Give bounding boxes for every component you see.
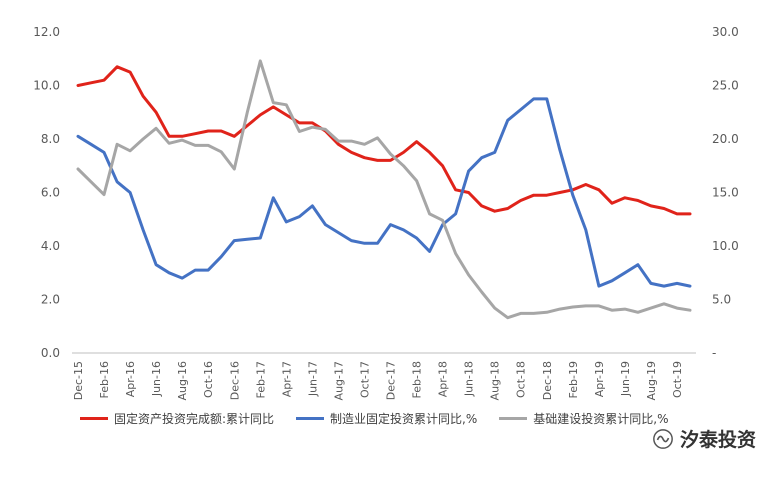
x-tick-label: Oct-19 [671,361,684,398]
chart: 0.0 2.0 4.0 6.0 8.0 10.0 12.0 - 5.0 10.0 15.0 20.0… [33,25,739,400]
x-tick-label: Aug-19 [645,361,658,400]
y-right-tick-label: - [712,346,716,360]
x-tick-label: Oct-17 [358,361,371,398]
x-tick-label: Dec-16 [228,361,241,400]
x-tick-label: Aug-17 [332,361,345,400]
x-tick-label: Dec-18 [541,361,554,400]
legend-item-infrastructure: 基础建设投资累计同比,% [499,410,668,427]
y-left-tick-label: 2.0 [41,293,60,307]
wechat-channel-icon [653,428,673,449]
x-tick-label: Aug-16 [176,361,189,400]
watermark: 汐泰投资 [652,425,756,452]
legend-label: 固定资产投资完成额:累计同比 [114,412,275,426]
x-tick-label: Apr-17 [280,361,293,397]
x-tick-label: Feb-16 [98,361,111,398]
x-tick-label: Apr-19 [593,361,606,397]
x-tick-label: Apr-16 [124,361,137,397]
y-right-tick-label: 5.0 [712,293,731,307]
y-right-tick-label: 25.0 [712,79,739,93]
legend-swatch [499,417,528,420]
series-line-1 [76,97,692,288]
x-axis: Dec-15 Feb-16 Apr-16 Jun-16 Aug-16 Oct-16 Dec-… [72,361,684,400]
y-axis-right: - 5.0 10.0 15.0 20.0 25.0 30.0 [712,25,739,360]
y-axis-left: 0.0 2.0 4.0 6.0 8.0 10.0 12.0 [33,25,60,360]
x-tick-label: Jun-16 [150,361,163,397]
y-right-tick-label: 30.0 [712,25,739,39]
legend-swatch [80,417,108,420]
y-left-tick-label: 0.0 [41,346,60,360]
series-line-2 [76,59,692,320]
legend-label: 制造业固定投资累计同比,% [330,412,478,426]
y-left-tick-label: 10.0 [33,79,60,93]
legend-label: 基础建设投资累计同比,% [533,412,669,426]
x-tick-label: Jun-19 [619,361,632,397]
x-tick-label: Oct-18 [515,361,528,398]
legend-item-fixed-asset: 固定资产投资完成额:累计同比 [80,410,274,427]
series-lines [76,59,692,320]
y-left-tick-label: 8.0 [41,132,60,146]
x-tick-label: Oct-16 [202,361,215,398]
x-tick-label: Jun-18 [463,361,476,397]
x-tick-label: Feb-17 [254,361,267,398]
legend-item-manufacturing: 制造业固定投资累计同比,% [296,410,477,427]
x-tick-label: Jun-17 [306,361,319,397]
y-right-tick-label: 15.0 [712,186,739,200]
x-tick-label: Apr-18 [437,361,450,397]
watermark-text: 汐泰投资 [679,429,756,451]
y-left-tick-label: 6.0 [41,186,60,200]
x-tick-label: Feb-18 [411,361,424,398]
x-tick-label: Aug-18 [489,361,502,400]
y-right-tick-label: 20.0 [712,132,739,146]
y-left-tick-label: 4.0 [41,239,60,253]
x-tick-label: Dec-15 [72,361,85,400]
y-left-tick-label: 12.0 [33,25,60,39]
x-tick-label: Dec-17 [385,361,398,400]
legend-swatch [296,417,325,420]
series-line-0 [76,65,692,216]
x-tick-label: Feb-19 [567,361,580,398]
y-right-tick-label: 10.0 [712,239,739,253]
legend: 固定资产投资完成额:累计同比 制造业固定投资累计同比,% 基础建设投资累计同比,… [80,410,668,427]
